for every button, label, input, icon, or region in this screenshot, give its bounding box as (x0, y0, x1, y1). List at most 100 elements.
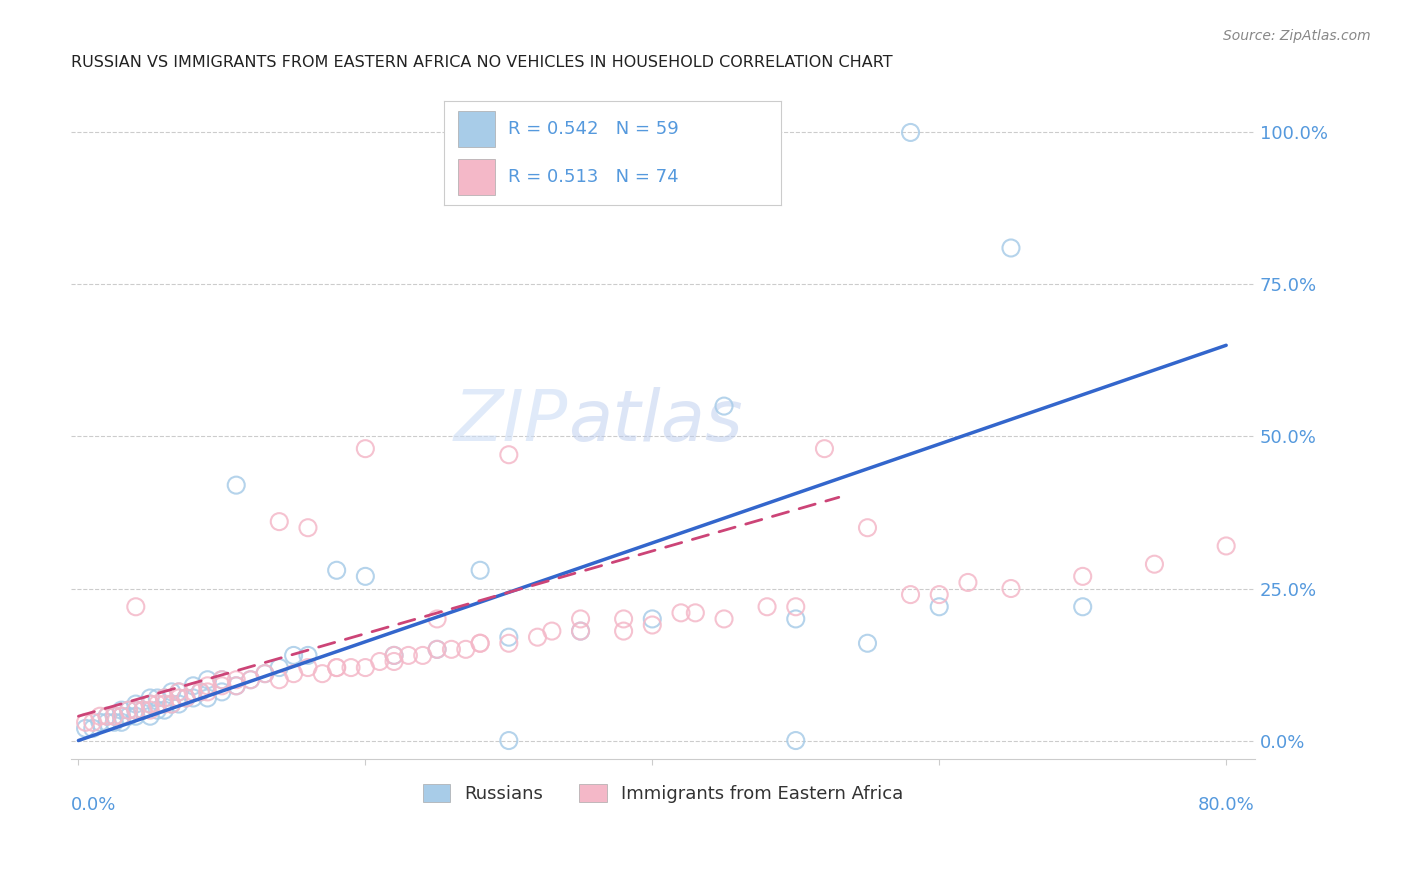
Point (153, 697, 176, 711)
Point (75, 715, 97, 730)
Point (569, 624, 592, 638)
Point (110, 703, 132, 717)
Point (110, 709, 132, 723)
Point (96, 715, 118, 730)
Point (325, 660, 347, 674)
Point (569, 624, 592, 638)
Point (103, 709, 125, 723)
Point (900, 125, 922, 139)
Point (613, 624, 636, 638)
Point (669, 606, 692, 620)
Point (239, 673, 262, 687)
Point (96, 709, 118, 723)
Point (498, 733, 520, 747)
Point (283, 648, 305, 663)
Point (211, 673, 233, 687)
Point (103, 715, 125, 730)
Point (396, 648, 419, 663)
Point (146, 690, 169, 705)
Point (82, 715, 104, 730)
Text: ZIP: ZIP (454, 387, 568, 456)
Point (125, 599, 148, 614)
Point (354, 569, 377, 583)
Point (713, 399, 735, 413)
Point (856, 521, 879, 535)
Point (813, 442, 835, 456)
Point (197, 673, 219, 687)
Point (541, 624, 564, 638)
Point (641, 618, 664, 632)
Point (311, 666, 333, 681)
Point (211, 679, 233, 693)
Point (297, 648, 319, 663)
Point (89, 715, 111, 730)
Point (117, 703, 139, 717)
Point (139, 709, 162, 723)
Point (1071, 599, 1094, 614)
Point (325, 563, 347, 577)
Point (211, 685, 233, 699)
Text: Source: ZipAtlas.com: Source: ZipAtlas.com (1223, 29, 1371, 43)
Point (181, 690, 204, 705)
Point (468, 563, 491, 577)
Point (167, 685, 190, 699)
Point (354, 442, 377, 456)
Point (82, 722, 104, 736)
Point (190, 685, 212, 699)
Point (382, 648, 405, 663)
Point (785, 733, 807, 747)
Point (174, 690, 197, 705)
Point (756, 599, 779, 614)
Point (1071, 569, 1094, 583)
Point (297, 660, 319, 674)
Point (190, 685, 212, 699)
Point (211, 673, 233, 687)
Point (117, 709, 139, 723)
Point (181, 685, 204, 699)
Text: 0.0%: 0.0% (72, 796, 117, 814)
Point (167, 690, 190, 705)
Point (225, 478, 247, 492)
Point (412, 648, 434, 663)
Point (75, 722, 97, 736)
Point (167, 685, 190, 699)
Point (125, 703, 148, 717)
Point (132, 703, 155, 717)
Point (110, 709, 132, 723)
Point (139, 703, 162, 717)
Point (1000, 582, 1022, 596)
Point (498, 448, 520, 462)
Point (153, 703, 176, 717)
Point (283, 666, 305, 681)
Point (382, 655, 405, 669)
Point (785, 599, 807, 614)
Point (340, 660, 363, 674)
Point (146, 703, 169, 717)
Point (139, 690, 162, 705)
Text: 80.0%: 80.0% (1198, 796, 1256, 814)
Point (89, 709, 111, 723)
Point (1215, 539, 1237, 553)
Point (160, 697, 183, 711)
Point (125, 697, 148, 711)
Point (325, 660, 347, 674)
Point (146, 697, 169, 711)
Point (468, 636, 491, 650)
Point (928, 599, 950, 614)
Text: atlas: atlas (568, 387, 742, 456)
Point (153, 690, 176, 705)
Point (139, 697, 162, 711)
Point (167, 697, 190, 711)
Point (956, 575, 979, 590)
Point (197, 690, 219, 705)
Point (440, 642, 463, 657)
Point (641, 612, 664, 626)
Point (1000, 241, 1022, 255)
Point (454, 642, 477, 657)
Point (613, 612, 636, 626)
Point (526, 630, 548, 644)
Point (382, 648, 405, 663)
Point (1143, 558, 1166, 572)
Point (181, 679, 204, 693)
Point (856, 636, 879, 650)
